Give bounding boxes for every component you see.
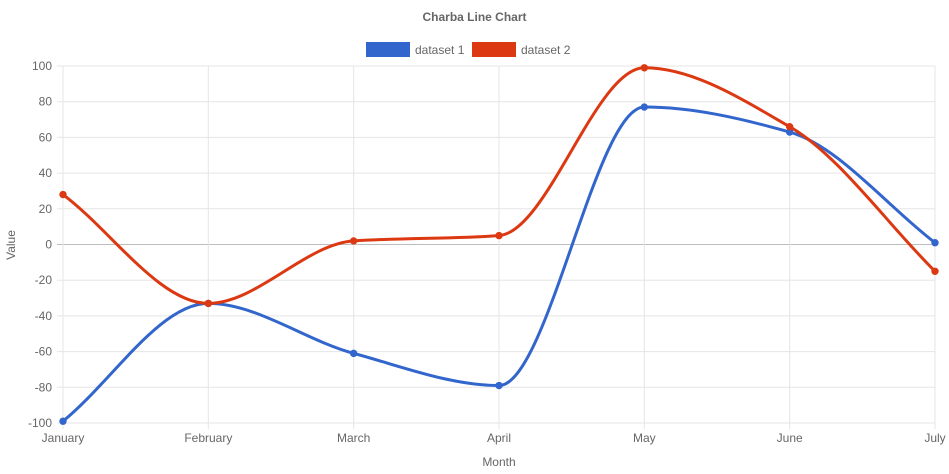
x-axis-title: Month [482, 455, 515, 469]
legend[interactable]: dataset 1 dataset 2 [366, 42, 571, 57]
data-point-dataset-2-march [349, 237, 358, 245]
legend-item-dataset-2[interactable]: dataset 2 [472, 42, 571, 57]
y-tick-label: 20 [39, 202, 53, 216]
data-point-dataset-2-july [931, 267, 939, 275]
x-tick-label-february: February [184, 431, 232, 445]
y-tick-label: -60 [35, 345, 53, 359]
y-tick-label: 80 [39, 95, 53, 109]
data-point-dataset-2-may [640, 64, 649, 72]
legend-swatch-dataset-1 [366, 42, 410, 57]
chart-title: Charba Line Chart [422, 10, 526, 24]
data-point-dataset-2-february [204, 299, 213, 308]
y-axis-ticks: 100 80 60 40 20 0 -20 -40 -60 -80 -100 [28, 59, 52, 430]
grid [57, 65, 936, 429]
x-tick-label-july: July [924, 431, 945, 445]
data-point-dataset-1-january [59, 417, 67, 425]
y-axis-title: Value [4, 230, 18, 260]
y-tick-label: -40 [35, 309, 53, 323]
data-point-dataset-1-march [349, 349, 358, 358]
series-points [59, 64, 939, 425]
y-tick-label: 100 [32, 59, 52, 73]
x-tick-label-june: June [777, 431, 803, 445]
x-tick-label-may: May [633, 431, 656, 445]
x-tick-label-april: April [487, 431, 511, 445]
y-tick-label: -100 [28, 416, 52, 430]
y-tick-label: -20 [35, 273, 53, 287]
x-tick-label-march: March [337, 431, 370, 445]
x-axis-ticks: January February March April May June July [42, 431, 946, 445]
legend-item-dataset-1[interactable]: dataset 1 [366, 42, 465, 57]
legend-swatch-dataset-2 [472, 42, 516, 57]
data-point-dataset-1-july [931, 239, 939, 247]
data-point-dataset-1-april [495, 381, 503, 390]
data-point-dataset-1-may [640, 103, 649, 111]
y-tick-label: 0 [45, 238, 52, 252]
y-tick-label: 60 [39, 130, 53, 144]
y-tick-label: -80 [35, 380, 53, 394]
data-point-dataset-2-june [785, 122, 794, 131]
x-tick-label-january: January [42, 431, 85, 445]
y-tick-label: 40 [39, 166, 53, 180]
data-point-dataset-2-january [59, 190, 67, 199]
legend-label-dataset-1: dataset 1 [415, 43, 465, 57]
legend-label-dataset-2: dataset 2 [521, 43, 571, 57]
data-point-dataset-2-april [495, 231, 503, 240]
